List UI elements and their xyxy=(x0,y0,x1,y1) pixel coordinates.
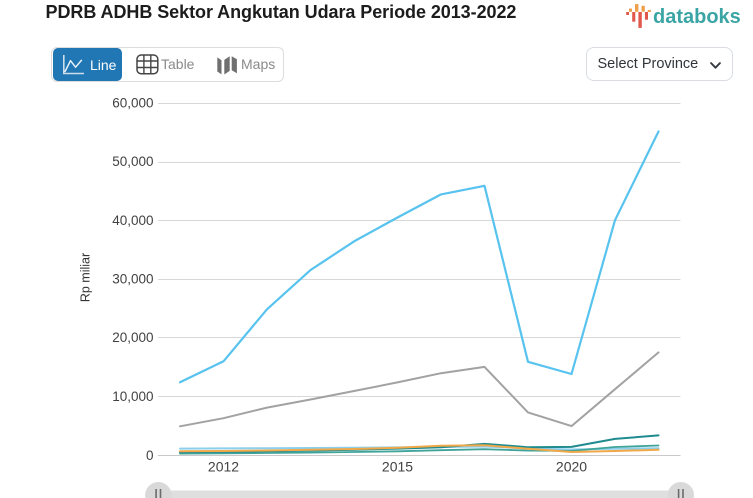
svg-text:20,000: 20,000 xyxy=(112,330,153,345)
svg-text:60,000: 60,000 xyxy=(112,96,153,111)
svg-text:2020: 2020 xyxy=(556,459,587,475)
svg-text:2015: 2015 xyxy=(382,459,413,475)
svg-text:30,000: 30,000 xyxy=(112,272,153,287)
svg-text:Rp miliar: Rp miliar xyxy=(79,253,93,302)
svg-text:2012: 2012 xyxy=(208,459,239,475)
svg-text:40,000: 40,000 xyxy=(112,213,153,228)
svg-text:0: 0 xyxy=(146,448,154,463)
svg-text:50,000: 50,000 xyxy=(112,154,153,169)
svg-text:10,000: 10,000 xyxy=(112,389,153,404)
